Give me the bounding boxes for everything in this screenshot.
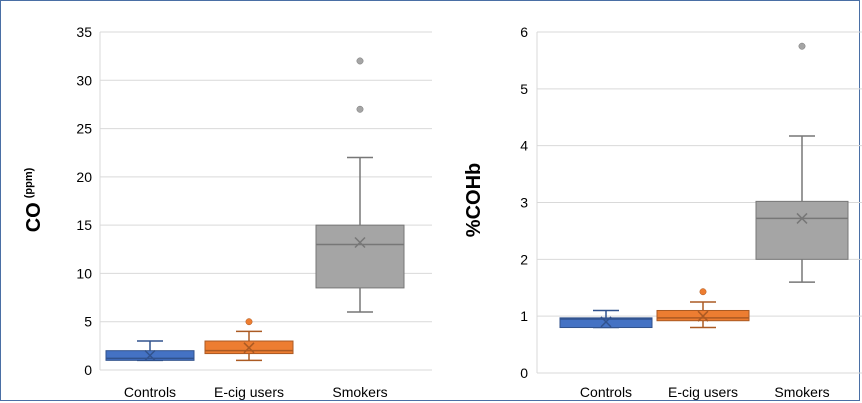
y-tick-label: 20 — [76, 169, 92, 185]
outlier-point — [699, 288, 707, 296]
x-category-label: Controls — [580, 384, 632, 400]
y-tick-label: 3 — [520, 195, 528, 211]
y-axis-label: %COHb — [463, 163, 485, 237]
x-category-label: Controls — [124, 384, 176, 400]
y-tick-label: 4 — [520, 138, 528, 154]
y-axis-label-text: CO — [23, 202, 45, 232]
box-iqr — [315, 224, 405, 289]
mean-marker — [600, 316, 612, 328]
mean-marker — [796, 212, 808, 224]
y-tick-label: 10 — [76, 265, 92, 281]
x-category-label: E-cig users — [214, 384, 284, 400]
box-iqr — [755, 200, 849, 260]
box-controls — [559, 309, 653, 329]
outlier-point — [798, 42, 806, 50]
y-tick-label: 5 — [84, 314, 92, 330]
y-tick-label: 1 — [520, 308, 528, 324]
x-category-label: Smokers — [774, 384, 829, 400]
y-tick-label: 30 — [76, 72, 92, 88]
mean-marker — [697, 310, 709, 322]
y-tick-label: 2 — [520, 251, 528, 267]
mean-marker — [144, 349, 156, 362]
box-smokers — [755, 42, 849, 283]
mean-marker — [354, 236, 366, 249]
y-tick-label: 15 — [76, 217, 92, 233]
y-tick-label: 0 — [520, 365, 528, 381]
box-e-cig-users — [656, 288, 750, 329]
outlier-point — [245, 318, 253, 326]
x-category-label: Smokers — [332, 384, 387, 400]
box-controls — [105, 340, 195, 362]
y-axis-label: CO (ppm) — [23, 167, 45, 232]
y-tick-label: 0 — [84, 362, 92, 378]
box-e-cig-users — [204, 318, 294, 362]
chart-2: 0 1 2 3 4 5 6 %COHb Controls E-cig users Smokers — [463, 24, 862, 400]
outlier-point — [356, 105, 364, 113]
y-axis-unit: (ppm) — [23, 167, 35, 198]
x-category-label: E-cig users — [668, 384, 738, 400]
y-tick-label: 35 — [76, 24, 92, 40]
y-tick-label: 5 — [520, 81, 528, 97]
y-tick-label: 25 — [76, 121, 92, 137]
outlier-point — [356, 57, 364, 65]
box-smokers — [315, 57, 405, 313]
mean-marker — [243, 342, 255, 354]
chart-1: 0 5 10 15 20 25 30 35 CO (ppm) Controls E-cig users… — [23, 24, 432, 400]
y-axis-label-text: %COHb — [463, 163, 485, 237]
y-tick-label: 6 — [520, 24, 528, 40]
